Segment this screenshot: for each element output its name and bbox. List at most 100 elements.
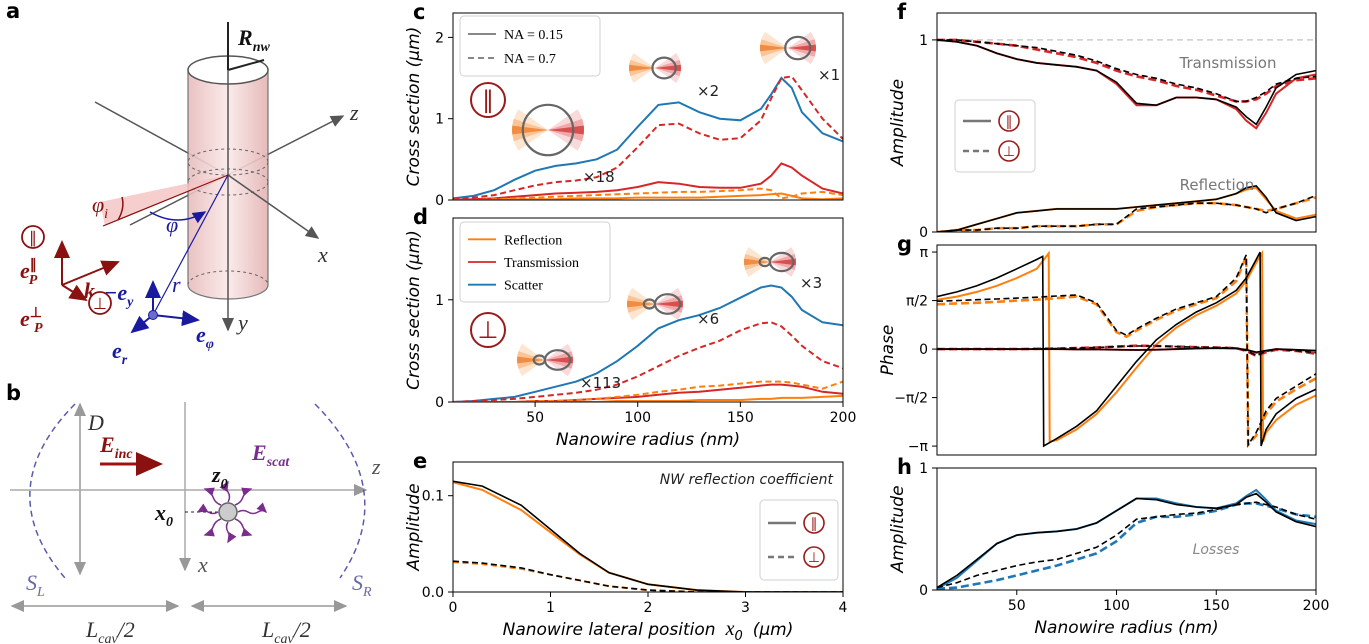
label-main: e xyxy=(196,322,206,347)
polarization-circle xyxy=(21,225,45,249)
y-tick-label: 0 xyxy=(435,193,444,209)
label-sub: cav xyxy=(98,632,118,644)
data-line xyxy=(937,255,1316,449)
x-tick-label: 3 xyxy=(741,600,750,616)
label-main: φ xyxy=(166,212,178,237)
x-axis-label: Nanowire radius (nm) xyxy=(556,430,740,450)
inset-wedge xyxy=(655,300,684,308)
x-tick-label: 150 xyxy=(727,410,754,426)
label-sub: inc xyxy=(115,447,134,462)
legend-label: Reflection xyxy=(504,233,562,248)
inset-wedge xyxy=(548,125,584,135)
diagram-label: D xyxy=(87,410,104,435)
inset-pattern xyxy=(651,56,677,80)
legend-symbol-circle xyxy=(998,140,1020,162)
data-line xyxy=(453,321,843,402)
legend-label: NA = 0.15 xyxy=(504,28,563,43)
diagram-b-shapes xyxy=(10,402,368,612)
inset-wedge xyxy=(512,125,548,135)
data-line xyxy=(937,492,1316,589)
polarization-symbol: ⊥ xyxy=(478,316,499,344)
label-sub: 0 xyxy=(166,515,173,530)
x-tick-label: 150 xyxy=(1203,598,1230,614)
label-main: y xyxy=(236,310,248,335)
x-tick-label: 1 xyxy=(546,600,555,616)
y-tick-label: 0 xyxy=(919,583,928,599)
annotation: NW reflection coefficient xyxy=(660,472,834,488)
diagram-label: Rnw xyxy=(237,25,270,55)
label-sub: scat xyxy=(266,455,291,470)
label-main: z xyxy=(371,454,381,479)
plot-frame xyxy=(936,467,1317,591)
y-tick-label: 0 xyxy=(919,225,928,241)
diagram-label: y xyxy=(236,310,248,335)
label-main: x xyxy=(197,552,208,577)
label-sub: P xyxy=(29,273,38,288)
panel-label: h xyxy=(897,455,912,479)
annotation: ×1 xyxy=(818,66,840,84)
x-axis-label-part: (μm) xyxy=(753,620,794,640)
plot-frame xyxy=(452,217,844,403)
inset-pattern xyxy=(784,35,812,61)
panel-label: f xyxy=(897,0,907,24)
inset-wedge xyxy=(759,44,788,52)
inset-wedge xyxy=(626,300,655,308)
label-sub: y xyxy=(125,295,134,310)
y-tick-label: 1 xyxy=(435,112,444,128)
y-tick-label: 0 xyxy=(435,395,444,411)
y-tick-label: 1 xyxy=(919,461,928,477)
diagram-label: er xyxy=(112,338,128,368)
inset-wedge xyxy=(655,64,681,72)
diagram-a-shapes xyxy=(54,22,345,334)
y-tick-label: 1 xyxy=(919,33,928,49)
polarization-symbol: ⊥ xyxy=(93,294,107,313)
data-line xyxy=(937,345,1316,357)
label-sub: 0 xyxy=(221,477,228,492)
legend-box xyxy=(459,15,601,77)
annotation: ×113 xyxy=(580,374,621,392)
diagram-label: Einc xyxy=(99,432,133,462)
inset-wedge xyxy=(516,356,545,364)
diagram-label: eφ xyxy=(196,322,214,352)
legend-label: Transmission xyxy=(504,256,579,271)
label-post: /2 xyxy=(116,617,135,642)
y-axis-label: Amplitude xyxy=(888,79,908,167)
data-line xyxy=(937,185,1316,232)
x-tick-label: 50 xyxy=(526,410,544,426)
y-tick-label: 1 xyxy=(435,293,444,309)
annotation: ×2 xyxy=(697,82,719,100)
label-sub: nw xyxy=(253,40,271,55)
legend-symbol-circle xyxy=(803,546,825,568)
y-tick-label: 0 xyxy=(919,342,928,358)
diagram-label: x xyxy=(317,242,328,267)
y-tick-label: π xyxy=(920,245,929,261)
label-main: L xyxy=(261,617,274,642)
y-axis-label: Amplitude xyxy=(404,483,424,571)
data-line xyxy=(453,187,843,200)
data-line xyxy=(453,162,843,200)
legend-symbol: ⊥ xyxy=(1003,144,1015,160)
label-sup: ⊥ xyxy=(30,306,42,321)
data-line xyxy=(937,196,1316,232)
diagram-label: r xyxy=(172,272,181,297)
label-main: E xyxy=(99,432,115,457)
inset-wedge xyxy=(770,258,796,266)
x-tick-label: 100 xyxy=(624,410,651,426)
legend-label: Scatter xyxy=(504,279,543,294)
legend-symbol-circle xyxy=(998,110,1020,132)
diagram-label: z xyxy=(349,100,359,125)
y-tick-label: 2 xyxy=(435,30,444,46)
legend-symbol: ⊥ xyxy=(808,550,820,566)
y-tick-label: −π/2 xyxy=(894,391,928,407)
polarization-circle xyxy=(88,291,112,315)
legend-label: NA = 0.7 xyxy=(504,52,556,67)
y-tick-label: −π xyxy=(908,439,929,455)
data-line xyxy=(937,254,1316,448)
annotation: Reflection xyxy=(1180,176,1255,194)
label-sub: r xyxy=(122,353,128,368)
diagram-label: SR xyxy=(352,570,372,600)
plot-frame xyxy=(936,244,1317,456)
label-sub: R xyxy=(362,585,372,600)
data-line xyxy=(937,501,1316,589)
